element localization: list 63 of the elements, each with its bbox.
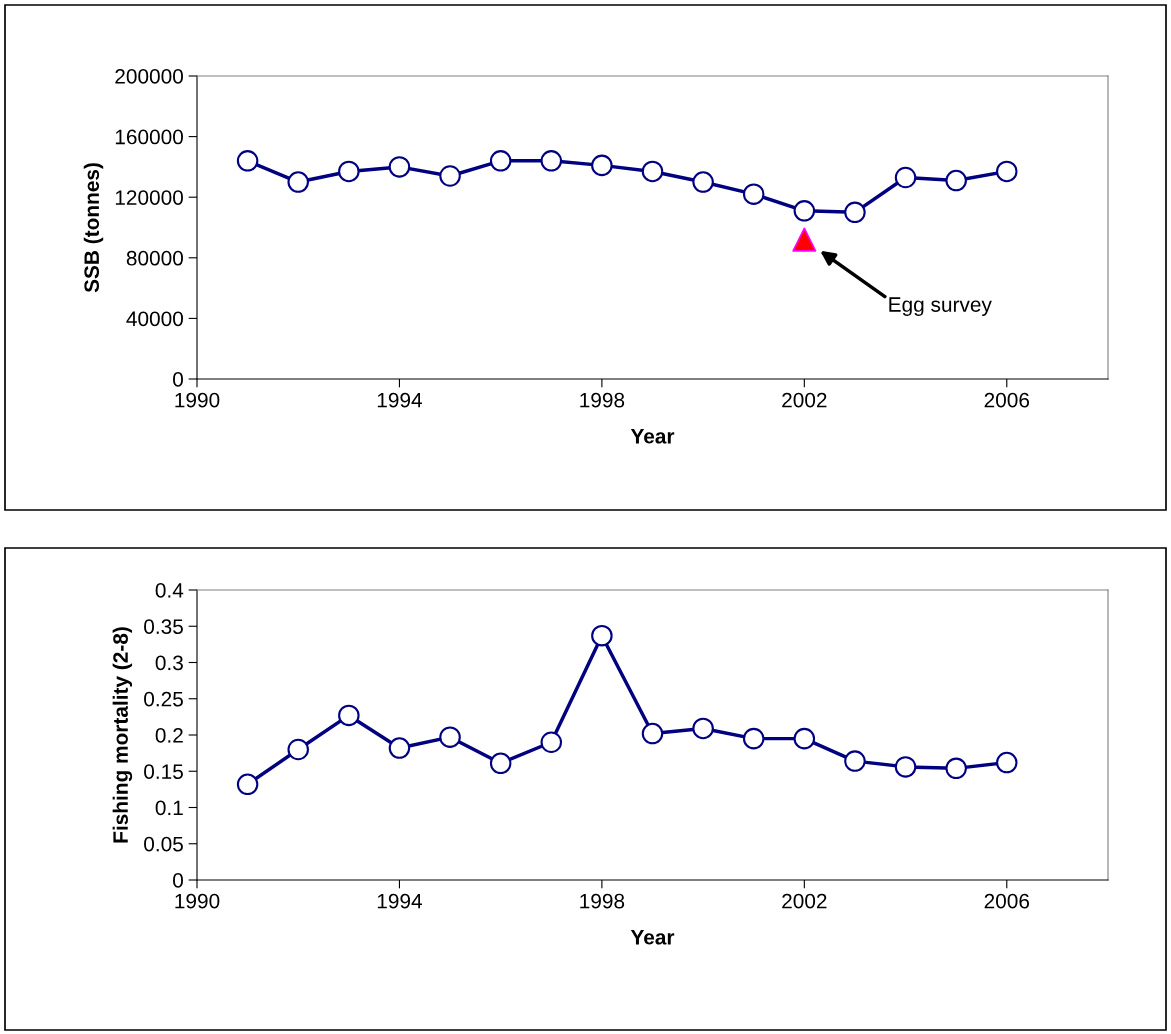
x-tick-label: 2002: [782, 893, 827, 909]
point: [540, 731, 563, 754]
point: [236, 773, 259, 796]
point: [287, 171, 309, 193]
y-tick-label: 0.4: [155, 583, 184, 598]
point: [287, 738, 309, 761]
x-tick-label: 1994: [377, 392, 423, 408]
point: [388, 737, 411, 759]
x-tick-label: 2002: [782, 392, 827, 408]
y-tick-label: 160000: [115, 129, 183, 145]
point: [388, 156, 411, 178]
y-tick-label: 0.05: [144, 836, 183, 852]
point: [489, 752, 512, 775]
annotation: Egg survey: [889, 297, 992, 316]
y-tick-label: 0.35: [144, 619, 183, 634]
point: [641, 722, 664, 745]
point: [793, 727, 816, 750]
point: [844, 750, 866, 772]
point: [489, 150, 512, 172]
point: [996, 751, 1018, 774]
y-tick-label: 0.3: [155, 655, 183, 671]
x-axis-title: Year: [630, 429, 675, 444]
y-tick-label: 40000: [126, 311, 183, 327]
y-axis-title: SSB (tonnes): [83, 163, 104, 293]
x-tick-label: 1998: [580, 392, 625, 408]
y-tick-label: 0: [173, 873, 183, 888]
point: [591, 624, 613, 647]
point: [742, 183, 765, 205]
x-tick-label: 1994: [377, 893, 423, 909]
point: [692, 171, 714, 193]
y-tick-label: 80000: [126, 250, 183, 266]
x-axis-title: Year: [630, 930, 675, 945]
y-tick-label: 200000: [115, 69, 183, 84]
point: [338, 160, 360, 183]
y-tick-label: 0.25: [144, 691, 183, 707]
point: [945, 169, 967, 192]
point: [792, 227, 817, 252]
point: [439, 165, 461, 187]
point: [793, 200, 816, 222]
x-tick-label: 1998: [580, 893, 625, 909]
point: [945, 757, 967, 780]
y-tick-label: 0: [173, 372, 183, 387]
y-axis-title: Fishing mortality (2-8): [112, 627, 133, 843]
point: [894, 756, 917, 778]
x-tick-label: 1990: [175, 392, 220, 408]
point: [742, 727, 765, 750]
y-tick-label: 0.15: [144, 764, 183, 779]
point: [692, 717, 714, 740]
x-tick-label: 2006: [984, 392, 1030, 408]
point: [236, 150, 259, 172]
point: [540, 150, 563, 172]
x-tick-label: 1990: [175, 893, 220, 909]
y-tick-label: 0.1: [155, 800, 183, 816]
point: [996, 160, 1018, 183]
point: [844, 201, 866, 224]
point: [894, 166, 917, 189]
point: [591, 154, 613, 177]
y-tick-label: 120000: [115, 190, 183, 205]
y-tick-label: 0.2: [155, 728, 183, 743]
x-tick-label: 2006: [984, 893, 1030, 909]
point: [641, 160, 664, 183]
point: [439, 726, 461, 748]
point: [338, 704, 360, 727]
